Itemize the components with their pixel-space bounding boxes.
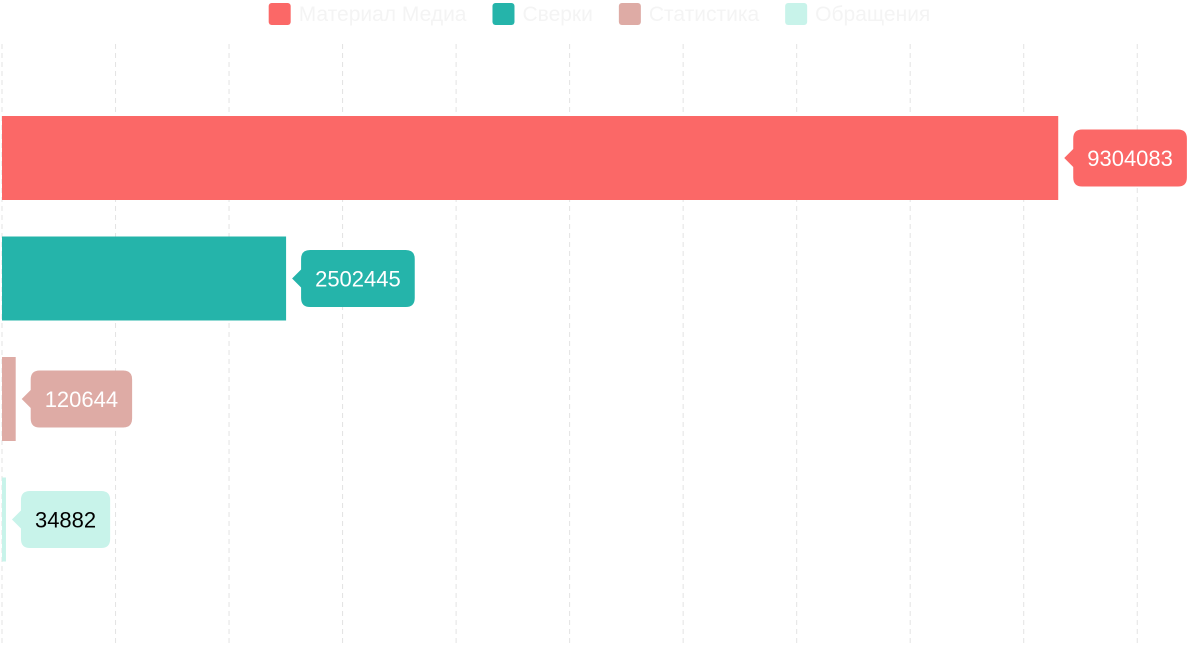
data-label-bubble	[21, 370, 133, 428]
data-label: 9304083	[1087, 146, 1173, 171]
legend-item-label: Статистика	[649, 3, 760, 26]
data-label-bubble	[11, 491, 111, 548]
data-label-bubble	[292, 250, 415, 307]
data-label: 34882	[35, 508, 96, 533]
legend-swatch	[785, 3, 808, 25]
bar	[2, 477, 6, 562]
bars	[2, 116, 1059, 562]
data-label: 2502445	[315, 267, 401, 292]
legend-swatch	[492, 3, 515, 25]
bar	[2, 116, 1059, 200]
legend-swatch	[268, 3, 291, 25]
legend-item-label: Сверки	[522, 3, 592, 26]
bar	[2, 236, 287, 321]
data-label-bubble	[1064, 129, 1187, 187]
legend-item-label: Обращения	[815, 3, 930, 26]
legend-swatch	[618, 3, 641, 25]
data-labels: 9304083 2502445 120644 34882	[11, 129, 1187, 548]
data-label: 120644	[45, 387, 118, 412]
bar	[2, 357, 16, 441]
legend: Материал Медиа Сверки Статистика Обращения	[268, 3, 930, 26]
legend-item-label: Материал Медиа	[299, 3, 467, 26]
